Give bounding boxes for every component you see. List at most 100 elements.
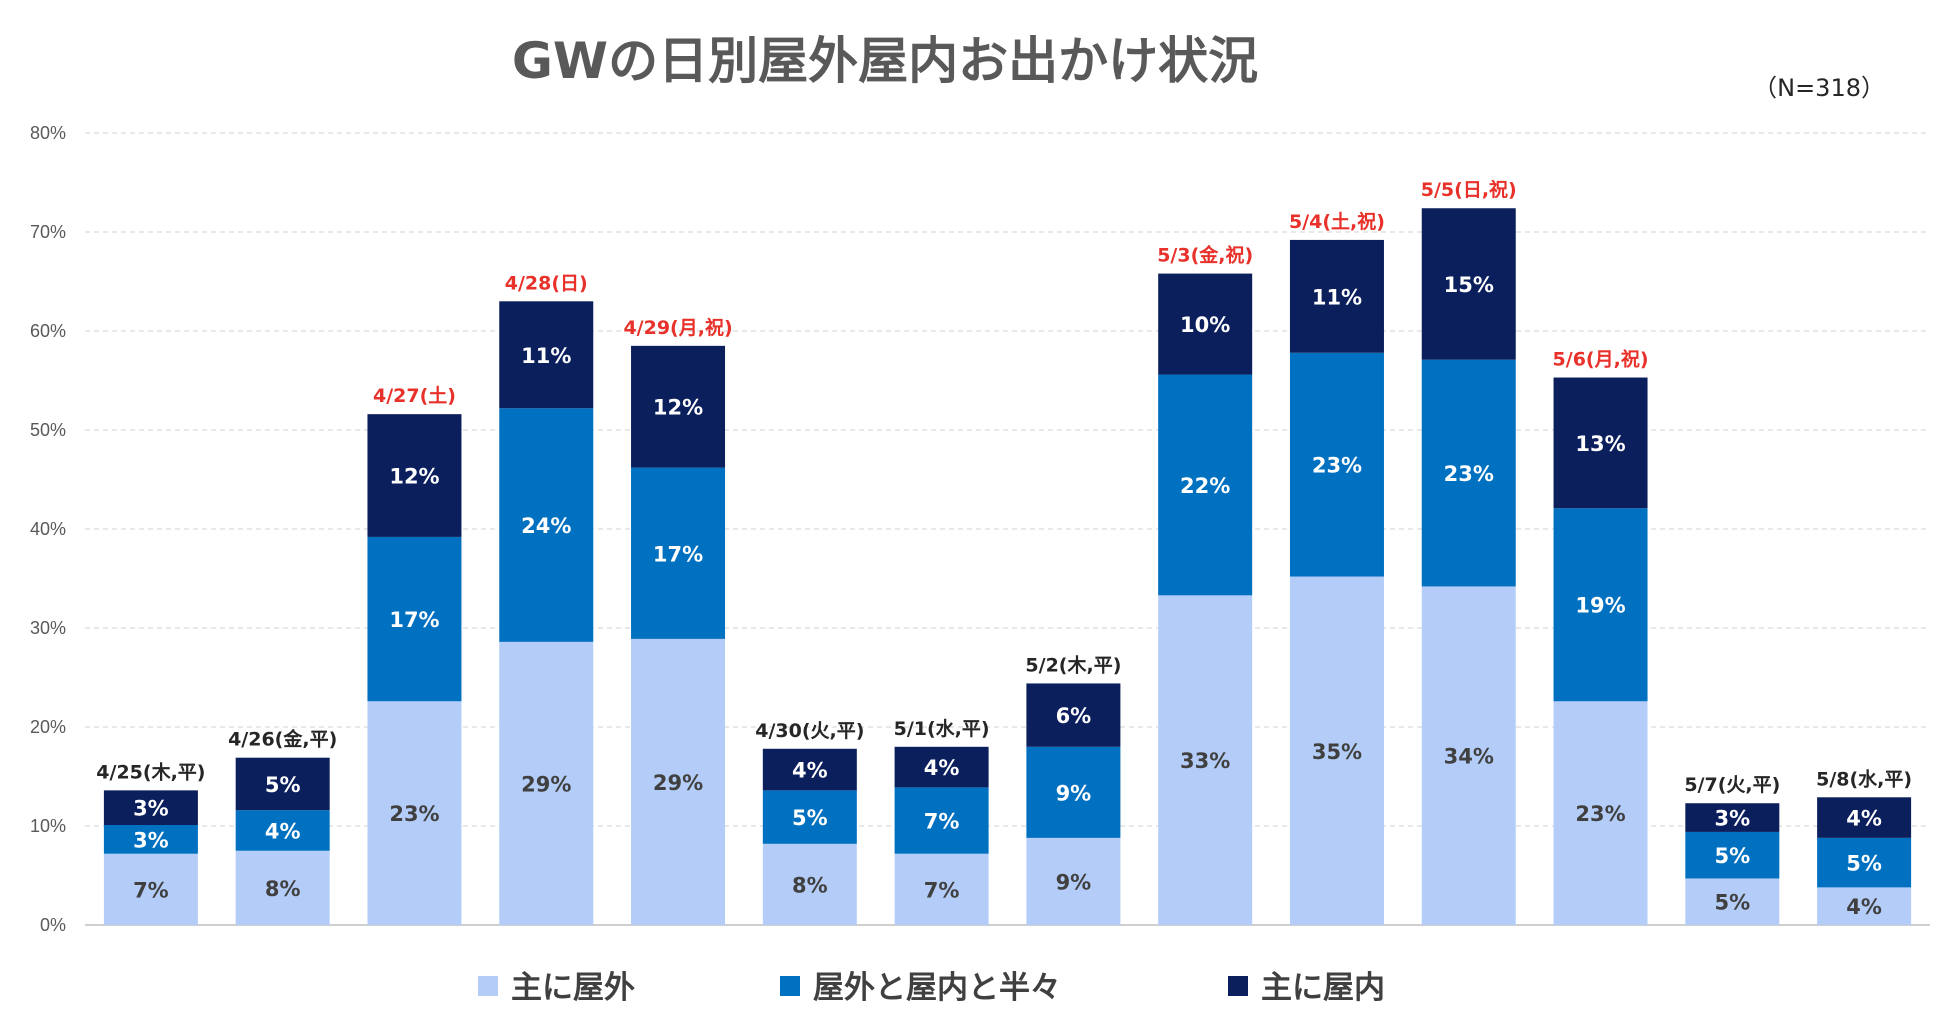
- bar-segment: [1685, 878, 1780, 925]
- bar-segment: [1158, 273, 1253, 375]
- category-label: 4/27(土): [373, 385, 456, 407]
- category-label: 4/28(日): [505, 272, 588, 294]
- bar-segment: [1026, 683, 1121, 747]
- data-label: 4%: [1846, 895, 1882, 919]
- data-label: 5%: [1846, 852, 1882, 876]
- bar-segment: [894, 746, 989, 788]
- data-label: 7%: [924, 810, 960, 834]
- bar-segment: [235, 757, 330, 811]
- bar-segment: [1289, 239, 1384, 353]
- y-tick-label: 80%: [30, 123, 66, 143]
- data-label: 4%: [924, 756, 960, 780]
- data-label: 19%: [1575, 594, 1625, 618]
- data-label: 35%: [1312, 740, 1362, 764]
- bar-segment: [103, 790, 198, 826]
- bar-segment: [235, 850, 330, 925]
- y-tick-label: 20%: [30, 717, 66, 737]
- data-label: 23%: [1575, 802, 1625, 826]
- bar-segment: [1685, 831, 1780, 879]
- bar-segment: [894, 787, 989, 854]
- sample-size-note: （N=318）: [1753, 74, 1885, 102]
- legend: 主に屋外 屋外と屋内と半々 主に屋内: [478, 970, 1385, 1006]
- data-label: 4%: [1846, 807, 1882, 831]
- data-label: 5%: [1714, 891, 1750, 915]
- bar-segment: [235, 810, 330, 851]
- data-label: 11%: [1312, 285, 1362, 309]
- data-label: 10%: [1180, 313, 1230, 337]
- category-label: 4/29(月,祝): [623, 316, 732, 339]
- bar-segment: [103, 853, 198, 925]
- category-label: 5/8(水,平): [1816, 768, 1912, 790]
- bar-segment: [1817, 887, 1912, 925]
- bar-segment: [1158, 374, 1253, 596]
- data-label: 4%: [792, 759, 828, 783]
- category-label: 4/25(木,平): [96, 760, 205, 783]
- data-label: 4%: [265, 819, 301, 843]
- data-label: 13%: [1575, 432, 1625, 456]
- category-label: 5/4(土,祝): [1289, 210, 1385, 233]
- bar-segment: [1026, 837, 1121, 925]
- bar-segment: [631, 467, 726, 639]
- bar-segment: [1421, 208, 1516, 360]
- bar-segment: [1026, 746, 1121, 838]
- category-label: 5/7(火,平): [1684, 774, 1780, 796]
- legend-label: 主に屋外: [511, 970, 635, 1006]
- data-label: 17%: [653, 542, 703, 566]
- bar-segment: [1158, 595, 1253, 925]
- chart-title: GWの日別屋外屋内お出かけ状況: [512, 32, 1258, 90]
- bar-segment: [103, 825, 198, 854]
- data-label: 29%: [653, 771, 703, 795]
- data-label: 3%: [133, 828, 169, 852]
- bar-segment: [1553, 701, 1648, 925]
- data-label: 9%: [1056, 870, 1092, 894]
- bar-segment: [762, 790, 857, 844]
- legend-swatch: [478, 976, 498, 996]
- y-tick-label: 30%: [30, 618, 66, 638]
- data-label: 22%: [1180, 474, 1230, 498]
- legend-label: 屋外と屋内と半々: [813, 970, 1061, 1006]
- category-label: 4/26(金,平): [228, 728, 337, 751]
- legend-swatch: [780, 976, 800, 996]
- y-tick-label: 40%: [30, 519, 66, 539]
- data-label: 6%: [1056, 704, 1092, 728]
- bar-segment: [762, 748, 857, 791]
- data-label: 24%: [521, 514, 571, 538]
- bar-segment: [631, 638, 726, 925]
- category-label: 4/30(火,平): [755, 720, 864, 742]
- bar-segment: [1289, 352, 1384, 577]
- bar-segment: [1817, 837, 1912, 888]
- bar-segment: [1553, 377, 1648, 509]
- bar-segment: [1685, 803, 1780, 832]
- data-label: 11%: [521, 344, 571, 368]
- bar-segment: [762, 843, 857, 925]
- bar-segment: [1421, 586, 1516, 925]
- data-label: 8%: [792, 873, 828, 897]
- data-label: 8%: [265, 877, 301, 901]
- data-label: 5%: [1714, 844, 1750, 868]
- bar-segment: [367, 701, 462, 925]
- data-label: 23%: [1312, 454, 1362, 478]
- data-label: 12%: [389, 465, 439, 489]
- data-label: 5%: [792, 806, 828, 830]
- bar-segment: [367, 536, 462, 702]
- data-label: 3%: [1714, 807, 1750, 831]
- bar-segment: [631, 345, 726, 468]
- y-tick-label: 70%: [30, 222, 66, 242]
- data-label: 33%: [1180, 749, 1230, 773]
- bar-segment: [499, 641, 594, 925]
- category-label: 5/2(木,平): [1025, 653, 1121, 676]
- data-label: 29%: [521, 772, 571, 796]
- bars-layer: 7% 3% 3% 4/25(木,平) 8% 4% 5% 4/26(金,平) 23% 17% 12% 4…: [96, 178, 1912, 925]
- data-label: 23%: [389, 802, 439, 826]
- data-label: 5%: [265, 773, 301, 797]
- bar-segment: [499, 301, 594, 409]
- category-label: 5/3(金,祝): [1157, 244, 1253, 267]
- y-tick-label: 10%: [30, 816, 66, 836]
- bar-segment: [894, 853, 989, 925]
- category-label: 5/5(日,祝): [1421, 178, 1517, 201]
- data-label: 17%: [389, 608, 439, 632]
- data-label: 12%: [653, 396, 703, 420]
- bar-segment: [499, 408, 594, 642]
- data-label: 9%: [1056, 781, 1092, 805]
